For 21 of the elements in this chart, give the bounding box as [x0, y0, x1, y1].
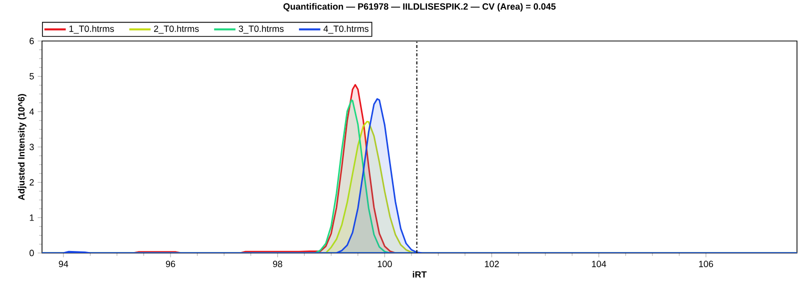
y-tick-label: 6	[30, 38, 34, 44]
y-tick-label: 3	[30, 144, 34, 150]
legend-label: 3_T0.htrms	[238, 25, 284, 34]
y-tick-label: 5	[30, 73, 34, 80]
legend-label: 2_T0.htrms	[154, 25, 199, 34]
legend-label: 1_T0.htrms	[69, 25, 114, 34]
x-tick-label: 102	[484, 260, 499, 268]
x-tick-label: 100	[378, 260, 392, 268]
y-tick-label: 2	[30, 179, 34, 186]
x-tick-label: 94	[58, 260, 68, 268]
x-tick-label: 98	[273, 260, 282, 268]
y-axis-title: Adjusted Intensity (10^6)	[18, 94, 26, 200]
x-axis-title: iRT	[412, 271, 427, 278]
y-tick-label: 1	[30, 214, 34, 221]
x-tick-label: 106	[699, 260, 714, 268]
chart-title: Quantification — P61978 — IILDLISESPIK.2 — CV (Area) = 0.045	[283, 3, 556, 12]
x-tick-label: 104	[592, 260, 606, 268]
x-tick-label: 96	[166, 260, 176, 268]
y-tick-label: 0	[30, 250, 34, 256]
legend-label: 4_T0.htrms	[324, 25, 368, 34]
y-tick-label: 4	[29, 108, 34, 115]
